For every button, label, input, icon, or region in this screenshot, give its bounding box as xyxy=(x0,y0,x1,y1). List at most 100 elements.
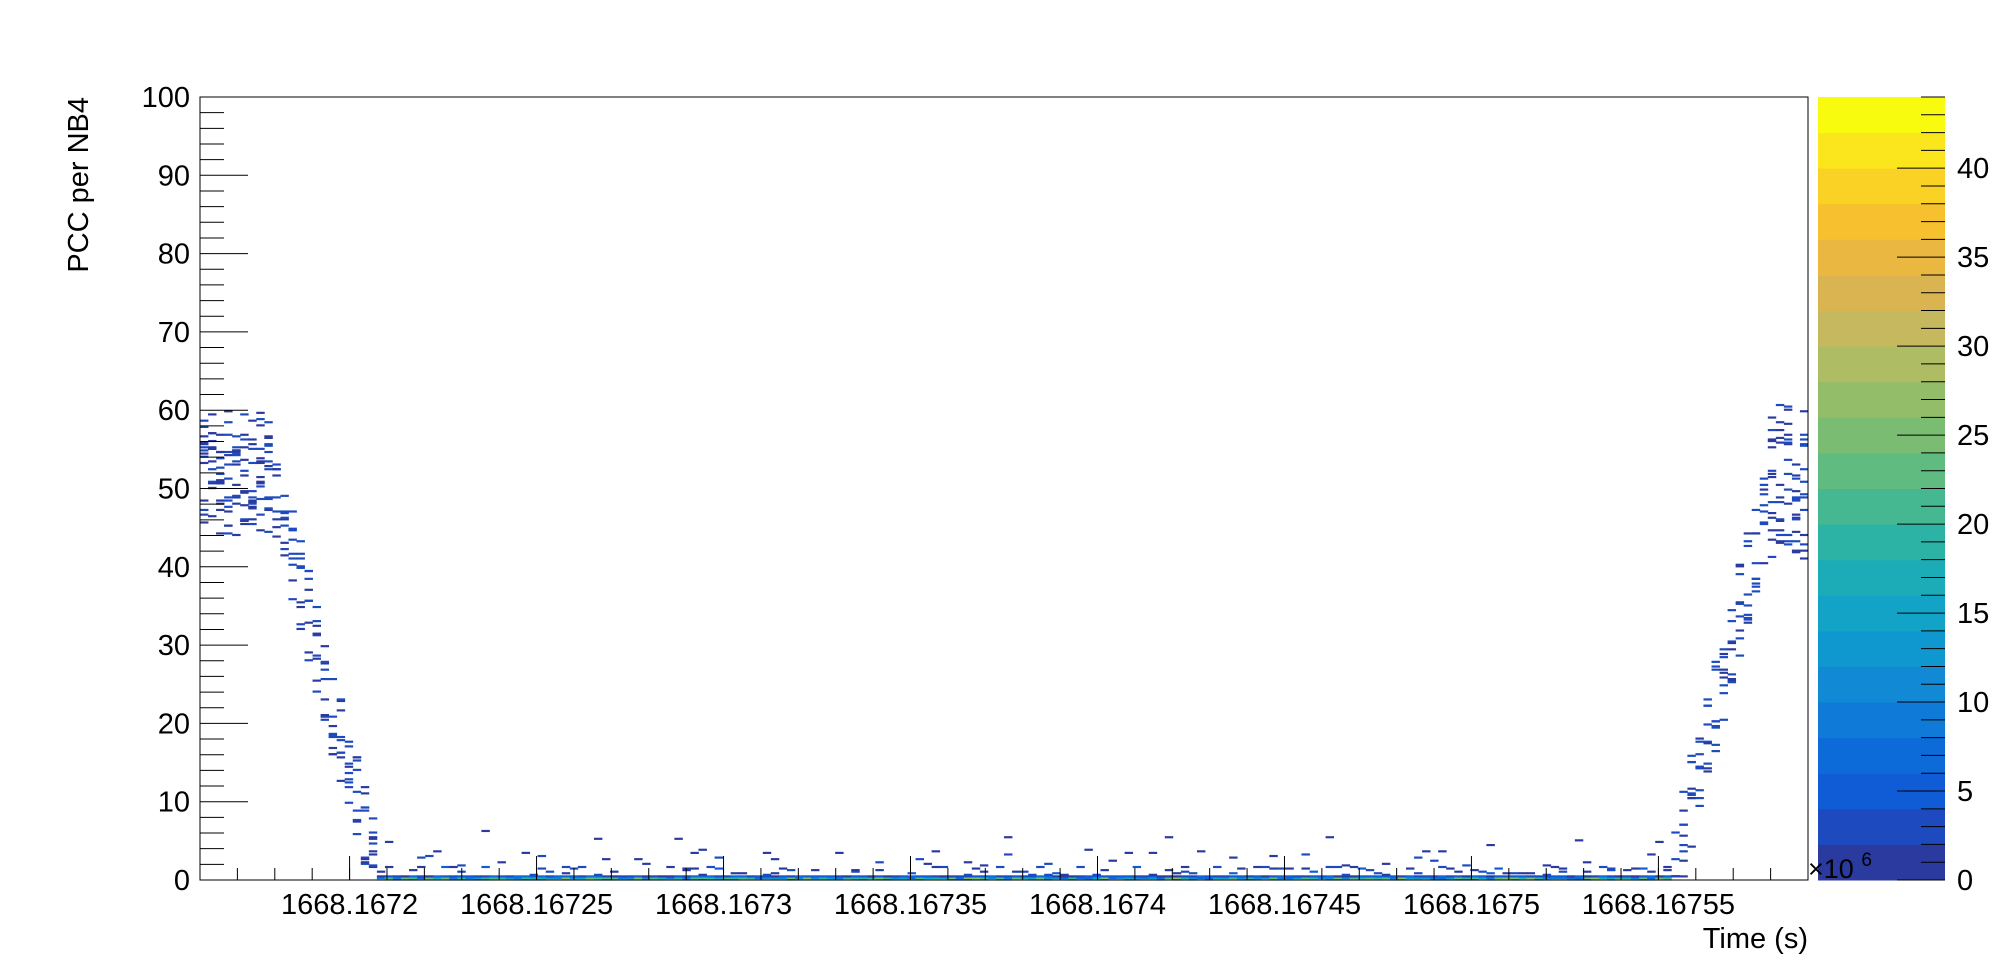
heatmap-cell xyxy=(1341,873,1351,876)
heatmap-cell xyxy=(1558,867,1568,870)
heatmap-cell xyxy=(1615,875,1624,878)
heatmap-cell xyxy=(1791,477,1801,480)
heatmap-cell xyxy=(634,875,643,878)
heatmap-cell xyxy=(1510,872,1519,875)
heatmap-cell xyxy=(1767,446,1777,449)
heatmap-cell xyxy=(1711,665,1720,668)
heatmap-cell xyxy=(368,850,378,853)
heatmap-cell xyxy=(875,875,884,878)
heatmap-cell xyxy=(304,651,313,654)
heatmap-cell xyxy=(1679,850,1688,853)
heatmap-cell xyxy=(336,756,346,759)
heatmap-cell xyxy=(1100,875,1109,878)
heatmap-cell xyxy=(819,876,828,880)
heatmap-cell xyxy=(1775,533,1785,537)
heatmap-cell xyxy=(786,876,796,880)
heatmap-cell xyxy=(1799,533,1809,537)
heatmap-cell xyxy=(1687,754,1696,757)
heatmap-cell xyxy=(232,483,241,486)
heatmap-cell xyxy=(352,756,362,759)
heatmap-cell xyxy=(1799,508,1809,512)
heatmap-cell xyxy=(256,480,265,483)
heatmap-cell xyxy=(1116,876,1125,880)
heatmap-cell xyxy=(1647,876,1656,880)
heatmap-cell xyxy=(1695,765,1704,768)
heatmap-cell xyxy=(1494,867,1503,870)
heatmap-cell xyxy=(1558,876,1568,880)
heatmap-cell xyxy=(1180,870,1190,873)
heatmap-cell xyxy=(1783,543,1793,546)
heatmap-cell xyxy=(344,778,354,781)
heatmap-cell xyxy=(1751,577,1761,580)
heatmap-cell xyxy=(208,460,217,463)
heatmap-cell xyxy=(288,510,297,513)
heatmap-cell xyxy=(1245,875,1254,878)
heatmap-cell xyxy=(1349,875,1359,878)
heatmap-cell xyxy=(521,876,531,880)
heatmap-cell xyxy=(1534,875,1544,878)
heatmap-cell xyxy=(384,876,394,880)
heatmap-cell xyxy=(368,836,378,839)
heatmap-cell xyxy=(1655,875,1664,878)
heatmap-cell xyxy=(754,876,764,880)
heatmap-cell xyxy=(1775,441,1785,444)
heatmap-cell xyxy=(384,865,394,869)
heatmap-cell xyxy=(296,605,305,609)
heatmap-cell xyxy=(1767,501,1777,504)
heatmap-cell xyxy=(280,524,289,527)
heatmap-cell xyxy=(1783,438,1793,441)
heatmap-cell xyxy=(1180,865,1190,869)
heatmap-cell xyxy=(1365,875,1375,878)
heatmap-cell xyxy=(1783,433,1793,436)
heatmap-cell xyxy=(232,446,241,449)
heatmap-cell xyxy=(867,876,876,880)
heatmap-cell xyxy=(1518,876,1527,880)
heatmap-cell xyxy=(794,875,804,878)
heatmap-cell xyxy=(610,876,619,880)
heatmap-cell xyxy=(409,869,418,872)
heatmap-cell xyxy=(690,851,699,854)
heatmap-cell xyxy=(1229,875,1238,878)
heatmap-cell xyxy=(352,820,362,823)
heatmap-cell xyxy=(521,851,531,854)
heatmap-cell xyxy=(344,771,354,775)
heatmap-cell xyxy=(1703,762,1712,765)
heatmap-cell xyxy=(875,876,884,880)
heatmap-cell xyxy=(1237,876,1246,880)
heatmap-cell xyxy=(368,817,378,820)
heatmap-cell xyxy=(851,870,860,873)
heatmap-cell xyxy=(1116,875,1125,878)
heatmap-cell xyxy=(1743,618,1753,621)
heatmap-cell xyxy=(344,762,354,765)
heatmap-cell xyxy=(1783,408,1793,411)
heatmap-cell xyxy=(224,454,233,457)
heatmap-cell xyxy=(1140,876,1150,880)
heatmap-cell xyxy=(1526,876,1536,880)
heatmap-cell xyxy=(642,862,651,865)
y-axis: 0 10 20 30 40 50 60 70 80 90 100 xyxy=(142,82,248,897)
heatmap-cell xyxy=(256,447,265,450)
heatmap-cell xyxy=(473,876,482,880)
heatmap-cell xyxy=(481,829,490,833)
colorbar-multiplier: ×10 6 xyxy=(1808,850,1872,884)
heatmap-cell xyxy=(1719,671,1728,674)
heatmap-cell xyxy=(593,873,603,876)
heatmap-cell xyxy=(232,435,241,438)
heatmap-cell xyxy=(1293,875,1302,878)
heatmap-cell xyxy=(1735,601,1745,604)
heatmap-cell xyxy=(497,861,506,864)
heatmap-cell xyxy=(1799,444,1809,447)
heatmap-cell xyxy=(1663,875,1672,878)
heatmap-cell xyxy=(1333,875,1343,878)
heatmap-cell xyxy=(658,876,667,880)
heatmap-cell xyxy=(1663,865,1672,869)
colorbar-multiplier-base: ×10 xyxy=(1808,854,1854,884)
heatmap-cell xyxy=(232,463,241,466)
heatmap-cell xyxy=(642,875,651,878)
heatmap-cell xyxy=(1478,875,1487,878)
heatmap-cell xyxy=(1518,872,1527,875)
heatmap-cell xyxy=(264,421,273,424)
heatmap-cell xyxy=(1470,869,1479,872)
heatmap-cell xyxy=(368,853,378,856)
heatmap-cell xyxy=(320,668,330,671)
